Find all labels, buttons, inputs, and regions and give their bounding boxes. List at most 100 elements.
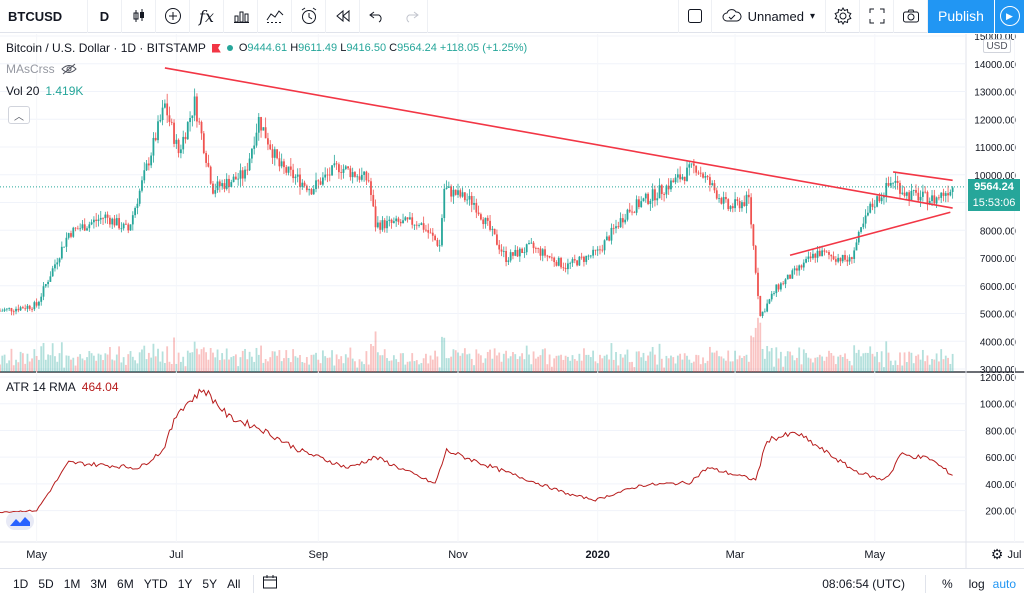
symbol-title[interactable]: Bitcoin / U.S. Dollar · 1D · BITSTAMP	[6, 41, 206, 55]
candle-body	[90, 222, 93, 225]
volume-bar	[649, 351, 652, 372]
settings-gear-icon[interactable]	[826, 0, 860, 33]
collapse-legend-button[interactable]: ︿	[8, 106, 30, 124]
undo-icon[interactable]	[360, 0, 394, 33]
currency-badge[interactable]: USD	[983, 39, 1011, 53]
alert-icon[interactable]	[292, 0, 326, 33]
publish-button[interactable]: Publish	[928, 0, 994, 33]
volume-bar	[200, 349, 203, 372]
layout-name[interactable]: Unnamed ▾	[712, 0, 826, 33]
candle-body	[376, 222, 379, 228]
range-6m[interactable]: 6M	[117, 576, 134, 591]
volume-label: Vol 20	[6, 84, 40, 98]
price-tick-label: 8000.00	[980, 226, 1017, 237]
range-3m[interactable]: 3M	[90, 576, 108, 591]
range-5y[interactable]: 5Y	[202, 576, 218, 591]
candle-body	[473, 203, 475, 205]
candle-body	[67, 233, 70, 238]
trendline[interactable]	[789, 211, 951, 256]
flag-icon[interactable]	[211, 43, 221, 53]
atr-tick-label: 1000.00	[980, 400, 1017, 411]
candle-body	[720, 198, 723, 204]
atr-legend[interactable]: ATR 14 RMA 464.04	[6, 380, 119, 394]
camera-icon[interactable]	[894, 0, 928, 33]
volume-bar	[182, 356, 185, 372]
volume-bar	[125, 364, 127, 372]
volume-bar	[768, 351, 771, 372]
interval-selector[interactable]: D	[88, 0, 122, 33]
candle-body	[65, 237, 68, 247]
financials-icon[interactable]	[224, 0, 258, 33]
volume-bar	[555, 355, 558, 372]
compare-add-icon[interactable]	[156, 0, 190, 33]
candle-body	[0, 310, 1, 312]
candle-body	[134, 208, 137, 216]
candle-body	[880, 197, 883, 202]
clock-time[interactable]: 08:06:54 (UTC)	[822, 576, 905, 591]
candle-body	[74, 227, 77, 229]
volume-bar	[704, 363, 707, 372]
volume-bar	[832, 355, 835, 372]
range-5d[interactable]: 5D	[38, 576, 54, 591]
range-1m[interactable]: 1M	[63, 576, 81, 591]
candle-body	[674, 177, 677, 183]
candle-body	[651, 189, 654, 201]
symbol-search[interactable]: BTCUSD	[0, 0, 88, 33]
fullscreen-checkbox-icon[interactable]	[677, 0, 712, 33]
volume-legend[interactable]: Vol 20 1.419K	[6, 84, 83, 98]
candle-body	[734, 199, 736, 209]
candle-body	[5, 308, 8, 310]
candle-body	[516, 249, 519, 257]
ma-cross-legend[interactable]: MAsCrss	[6, 62, 77, 76]
range-ytd[interactable]: YTD	[143, 576, 168, 591]
candle-body	[166, 103, 169, 116]
date-range-icon[interactable]	[262, 574, 278, 593]
redo-icon[interactable]	[394, 0, 428, 33]
candle-body	[72, 227, 75, 237]
volume-bar	[386, 358, 388, 372]
tradingview-logo-icon[interactable]	[6, 512, 34, 530]
candle-body	[571, 259, 574, 263]
trendline[interactable]	[164, 67, 953, 209]
candle-body	[782, 283, 785, 285]
range-all[interactable]: All	[227, 576, 241, 591]
hidden-eye-icon[interactable]	[60, 63, 77, 75]
volume-bar	[234, 354, 237, 372]
candle-body	[892, 182, 894, 184]
log-toggle[interactable]: log	[968, 576, 985, 591]
range-buttons: 1D 5D 1M 3M 6M YTD 1Y 5Y All	[0, 577, 245, 591]
range-1d[interactable]: 1D	[13, 576, 29, 591]
auto-scale-toggle[interactable]: auto	[992, 576, 1016, 591]
candle-body	[58, 258, 61, 263]
play-button[interactable]: ▶	[994, 0, 1024, 33]
candle-body	[365, 171, 368, 181]
volume-bar	[844, 353, 846, 372]
indicators-button[interactable]: fx	[190, 0, 224, 33]
templates-icon[interactable]	[258, 0, 292, 33]
chart-canvas[interactable]: 15000.00 14000.00 13000.00 12000.00 11000.00…	[0, 34, 1024, 568]
axis-settings-gear-icon[interactable]: ⚙	[991, 547, 1004, 563]
candle-body	[605, 236, 608, 241]
candle-body	[773, 293, 775, 294]
range-1y[interactable]: 1Y	[177, 576, 193, 591]
percent-toggle[interactable]: %	[941, 576, 953, 591]
candle-body	[706, 176, 709, 178]
candle-body	[940, 192, 943, 198]
fullscreen-icon[interactable]	[860, 0, 894, 33]
atr-line[interactable]	[0, 388, 953, 514]
candle-body	[656, 198, 659, 201]
candle-body	[658, 185, 661, 199]
candle-body	[608, 236, 611, 241]
volume-bar	[257, 354, 260, 372]
candle-body	[695, 165, 698, 173]
volume-bar	[202, 347, 205, 372]
volume-bar	[237, 366, 240, 372]
candle-body	[805, 258, 807, 263]
replay-icon[interactable]	[326, 0, 360, 33]
candle-body	[615, 226, 617, 229]
trendline[interactable]	[892, 171, 953, 182]
layout-name-label: Unnamed	[747, 8, 804, 24]
candles-icon[interactable]	[122, 0, 156, 33]
volume-bar	[603, 355, 606, 372]
candle-body	[850, 257, 853, 259]
